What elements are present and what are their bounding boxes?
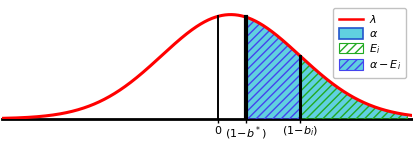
Legend: $\lambda$, $\alpha$, $E_i$, $\alpha-E_i$: $\lambda$, $\alpha$, $E_i$, $\alpha-E_i$ (332, 8, 406, 78)
